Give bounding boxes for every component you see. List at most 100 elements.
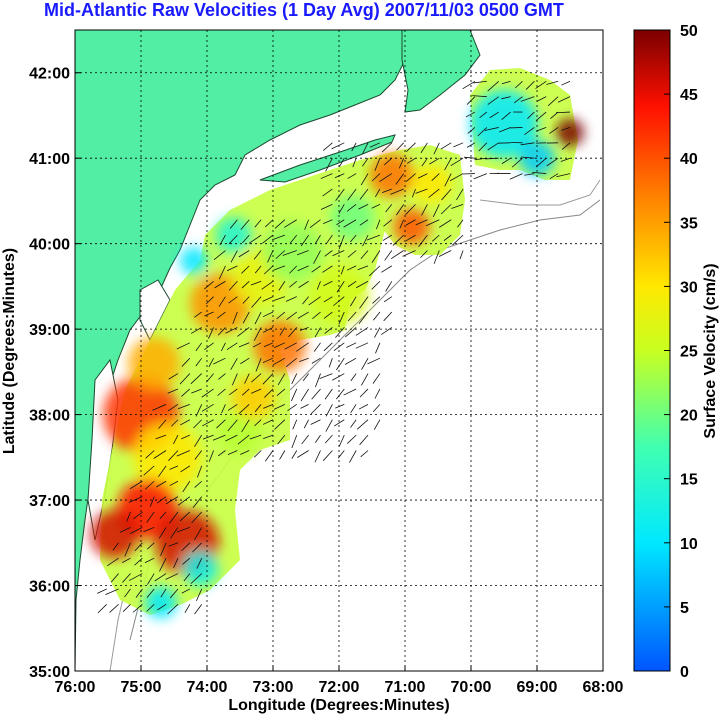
velocity-arrow <box>501 80 511 85</box>
velocity-arrow <box>361 357 369 370</box>
x-tick-label: 76:00 <box>55 679 96 696</box>
velocity-arrow <box>357 265 369 271</box>
velocity-arrow <box>338 204 345 214</box>
velocity-arrow <box>158 419 167 429</box>
velocity-arrow <box>546 157 559 167</box>
velocity-patch <box>90 510 139 559</box>
velocity-arrow <box>420 250 428 259</box>
velocity-arrow <box>396 142 404 151</box>
velocity-arrow <box>561 127 571 131</box>
velocity-arrow <box>362 234 369 247</box>
velocity-arrow <box>360 250 369 260</box>
velocity-arrow <box>360 173 369 186</box>
velocity-arrow <box>264 388 274 398</box>
velocity-arrow <box>477 127 488 137</box>
velocity-arrow <box>264 450 274 462</box>
velocity-arrow <box>110 573 119 583</box>
velocity-arrow <box>217 388 226 396</box>
velocity-arrow <box>169 588 179 599</box>
velocity-arrow <box>450 157 464 167</box>
velocity-arrow <box>254 219 262 228</box>
velocity-arrow <box>262 311 274 318</box>
velocity-arrow <box>251 388 262 394</box>
velocity-arrow <box>128 573 143 581</box>
velocity-arrow <box>181 434 190 440</box>
velocity-arrow <box>173 558 179 568</box>
velocity-arrow <box>489 111 499 119</box>
velocity-arrow <box>238 404 250 415</box>
velocity-arrow <box>525 80 535 90</box>
velocity-arrow <box>371 280 381 290</box>
velocity-arrow <box>179 373 191 385</box>
velocity-arrow <box>385 281 393 292</box>
velocity-arrow <box>444 173 452 187</box>
colorbar-axis: 0 5 10 15 20 25 30 35 40 45 50 <box>664 23 698 681</box>
colorbar-tick-label: 50 <box>680 23 698 40</box>
velocity-arrow <box>282 250 297 256</box>
velocity-arrow <box>181 542 191 552</box>
velocity-arrow <box>298 280 309 288</box>
y-tick-label: 42:00 <box>29 66 70 83</box>
colorbar-tick-label: 40 <box>680 151 698 168</box>
x-tick-label: 69:00 <box>517 679 558 696</box>
velocity-arrow <box>253 327 262 341</box>
velocity-arrow <box>146 588 155 598</box>
velocity-arrow <box>176 527 190 533</box>
velocity-arrow <box>375 342 381 354</box>
velocity-arrow <box>263 342 274 348</box>
velocity-arrow <box>206 373 214 383</box>
velocity-arrow <box>276 388 286 397</box>
velocity-arrow <box>432 234 440 242</box>
velocity-arrow <box>390 250 404 260</box>
velocity-arrow <box>297 265 309 272</box>
velocity-arrow <box>112 542 119 551</box>
velocity-arrow <box>346 204 357 212</box>
velocity-arrow <box>277 373 286 386</box>
velocity-arrow <box>230 250 238 263</box>
velocity-arrow <box>169 480 179 486</box>
velocity-arrow <box>263 403 274 409</box>
velocity-arrow <box>340 265 345 275</box>
velocity-arrow <box>177 403 190 410</box>
velocity-arrow <box>248 234 262 244</box>
velocity-arrow <box>263 434 274 440</box>
velocity-arrow <box>216 419 226 429</box>
velocity-arrow <box>155 434 167 440</box>
velocity-arrow <box>218 296 226 307</box>
velocity-arrow <box>372 404 381 413</box>
velocity-arrow <box>300 234 309 247</box>
velocity-arrow <box>284 219 297 228</box>
velocity-arrow <box>128 496 143 503</box>
velocity-arrow <box>359 219 369 226</box>
velocity-arrow <box>457 219 464 228</box>
velocity-arrow <box>311 357 321 364</box>
velocity-arrow <box>524 173 535 176</box>
colorbar-tick-label: 15 <box>680 472 698 489</box>
velocity-arrow <box>379 173 393 183</box>
velocity-arrow <box>168 373 179 380</box>
velocity-arrow <box>405 234 416 242</box>
colorbar-label: Surface Velocity (cm/s) <box>702 263 719 438</box>
velocity-arrow <box>324 434 333 444</box>
velocity-arrow <box>371 173 381 182</box>
velocity-arrow <box>465 111 476 118</box>
velocity-arrow <box>405 142 416 153</box>
velocity-arrow <box>159 558 167 572</box>
x-axis-label: Longitude (Degrees:Minutes) <box>228 697 449 714</box>
velocity-arrow <box>335 357 345 371</box>
velocity-arrow <box>405 219 416 226</box>
velocity-arrow <box>232 311 238 324</box>
velocity-arrow <box>197 465 203 478</box>
velocity-arrow <box>146 511 155 523</box>
velocity-arrow <box>473 80 487 84</box>
velocity-arrow <box>395 173 405 185</box>
x-tick-label: 68:00 <box>583 679 624 696</box>
velocity-arrow <box>229 219 238 229</box>
x-axis: 76:00 75:00 74:00 73:00 72:00 71:00 70:00 69:00… <box>55 665 624 696</box>
velocity-arrow <box>405 204 416 215</box>
velocity-arrow <box>176 450 190 457</box>
velocity-arrow <box>474 157 487 161</box>
velocity-arrow <box>279 327 286 336</box>
velocity-arrow <box>324 327 333 334</box>
velocity-arrow <box>373 419 381 430</box>
